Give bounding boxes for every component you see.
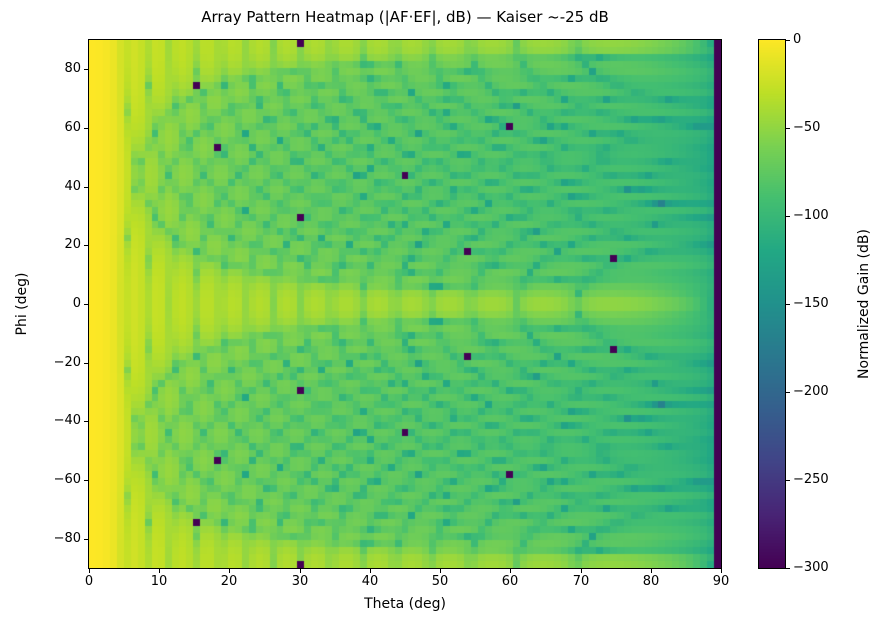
colorbar-tick-label: −50 bbox=[793, 120, 821, 135]
colorbar-tick-mark bbox=[786, 568, 790, 569]
y-tick-label: 40 bbox=[64, 179, 81, 194]
colorbar-tick-mark bbox=[786, 128, 790, 129]
colorbar-tick-mark bbox=[786, 392, 790, 393]
colorbar-gradient bbox=[759, 40, 785, 568]
y-tick-label: 60 bbox=[64, 120, 81, 135]
colorbar-tick-mark bbox=[786, 480, 790, 481]
y-tick-mark bbox=[84, 128, 88, 129]
y-tick-mark bbox=[84, 245, 88, 246]
x-tick-label: 10 bbox=[150, 574, 168, 589]
x-tick-mark bbox=[300, 569, 301, 573]
x-axis-label: Theta (deg) bbox=[364, 596, 446, 612]
colorbar-tick-label: −250 bbox=[793, 472, 829, 487]
x-tick-mark bbox=[370, 569, 371, 573]
y-tick-label: 80 bbox=[64, 61, 81, 76]
y-tick-label: 20 bbox=[64, 237, 81, 252]
colorbar-tick-label: −150 bbox=[793, 296, 829, 311]
colorbar-tick-label: 0 bbox=[793, 32, 802, 47]
y-tick-label: −80 bbox=[53, 531, 81, 546]
heatmap-image bbox=[89, 40, 721, 568]
x-tick-label: 0 bbox=[84, 574, 94, 589]
x-tick-mark bbox=[229, 569, 230, 573]
y-tick-mark bbox=[84, 421, 88, 422]
colorbar-tick-label: −100 bbox=[793, 208, 829, 223]
colorbar-tick-mark bbox=[786, 216, 790, 217]
colorbar bbox=[758, 39, 786, 569]
y-tick-mark bbox=[84, 363, 88, 364]
x-tick-mark bbox=[89, 569, 90, 573]
colorbar-tick-mark bbox=[786, 304, 790, 305]
x-tick-mark bbox=[440, 569, 441, 573]
y-tick-mark bbox=[84, 539, 88, 540]
chart-title: Array Pattern Heatmap (|AF·EF|, dB) — Ka… bbox=[201, 8, 609, 26]
y-tick-mark bbox=[84, 480, 88, 481]
x-tick-mark bbox=[510, 569, 511, 573]
x-tick-label: 60 bbox=[501, 574, 519, 589]
x-tick-label: 50 bbox=[431, 574, 449, 589]
x-tick-label: 70 bbox=[572, 574, 590, 589]
y-tick-mark bbox=[84, 304, 88, 305]
colorbar-label: Normalized Gain (dB) bbox=[856, 229, 872, 379]
y-tick-label: −40 bbox=[53, 413, 81, 428]
x-tick-mark bbox=[581, 569, 582, 573]
x-tick-mark bbox=[651, 569, 652, 573]
colorbar-tick-mark bbox=[786, 40, 790, 41]
colorbar-tick-label: −200 bbox=[793, 384, 829, 399]
y-tick-mark bbox=[84, 187, 88, 188]
x-tick-mark bbox=[721, 569, 722, 573]
y-tick-label: −60 bbox=[53, 472, 81, 487]
colorbar-tick-label: −300 bbox=[793, 560, 829, 575]
x-tick-label: 20 bbox=[220, 574, 238, 589]
y-tick-mark bbox=[84, 69, 88, 70]
y-tick-label: −20 bbox=[53, 355, 81, 370]
heatmap-plot-area bbox=[88, 39, 722, 569]
x-tick-label: 80 bbox=[642, 574, 660, 589]
y-tick-label: 0 bbox=[72, 296, 81, 311]
x-tick-label: 30 bbox=[291, 574, 309, 589]
x-tick-label: 90 bbox=[712, 574, 730, 589]
x-tick-label: 40 bbox=[361, 574, 379, 589]
x-tick-mark bbox=[159, 569, 160, 573]
